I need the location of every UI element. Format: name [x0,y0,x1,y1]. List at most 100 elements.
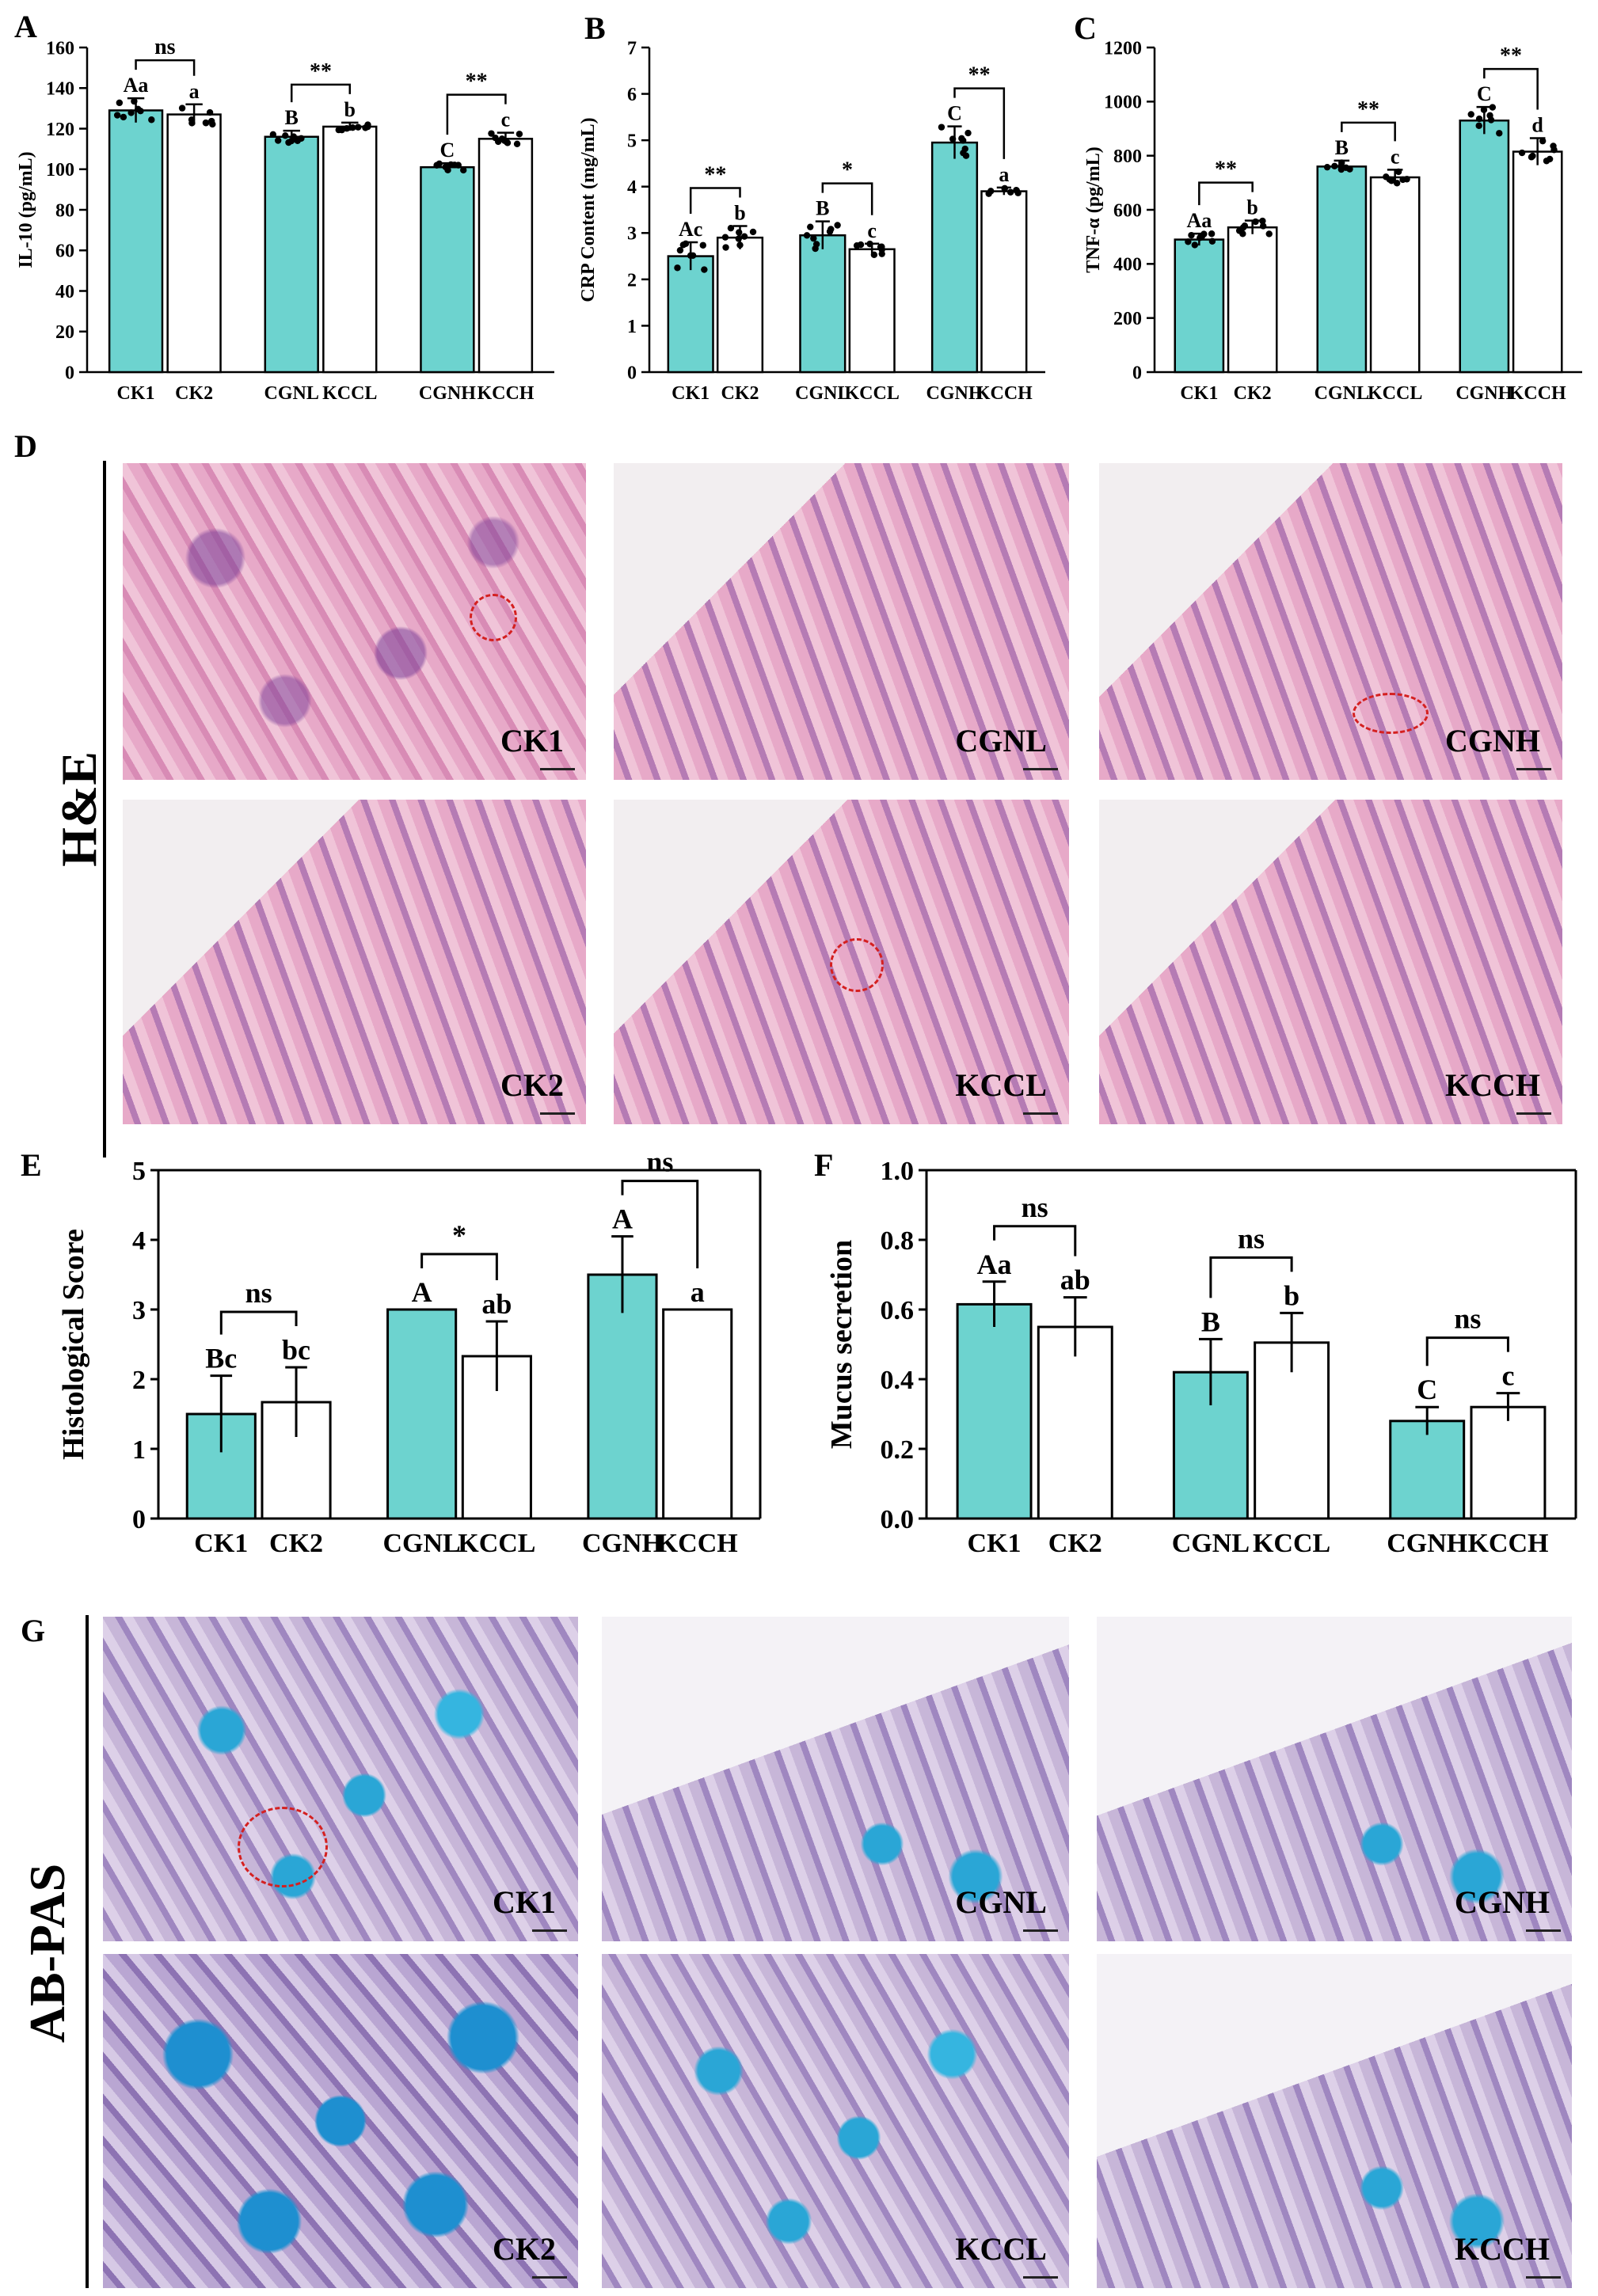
y-axis-title: CRP Content (mg/mL) [578,117,599,302]
x-tick-label: CGNH [926,383,984,404]
comparison-bracket [1483,67,1539,110]
abpas-image-kcch: KCCH [1097,1954,1572,2288]
data-point [501,137,508,144]
comparison-label: * [452,1219,466,1251]
x-tick-label: CGNH [1455,383,1512,404]
comparison-bracket [290,83,352,103]
y-tick-label: 0.8 [881,1226,915,1256]
data-point [1475,115,1483,123]
data-point [1001,184,1008,192]
significance-letter: c [501,108,511,131]
comparison-label: ** [1215,158,1237,182]
highlight-circle [470,594,517,641]
highlight-circle [830,938,884,992]
data-point [274,137,282,144]
significance-letter: C [1417,1374,1437,1405]
y-tick-label: 5 [627,131,637,152]
y-axis-title: IL-10 (pg/mL) [16,151,36,268]
data-point [807,223,814,230]
x-tick-label: KCCH [477,383,534,404]
data-point [206,108,214,116]
data-point [362,124,369,131]
bar [848,248,896,374]
scale-bar [532,1929,567,1932]
y-tick-label: 400 [1113,255,1142,276]
scale-bar [540,768,575,770]
abpas-side-label: AB-PAS [19,1863,75,2043]
scale-bar [1023,1929,1058,1932]
significance-letter: B [816,197,829,220]
data-point [120,113,127,121]
significance-letter: C [1477,82,1492,105]
x-tick-label: CGNH [1387,1529,1467,1558]
y-tick-label: 4 [627,177,637,198]
data-point [294,137,301,144]
y-tick-label: 40 [55,282,74,302]
data-point [749,228,757,236]
data-point [1331,162,1338,169]
he-image-ck1: CK1 [123,463,586,780]
y-axis-title: Mucus secretion [825,1240,858,1449]
data-point [1393,180,1401,187]
significance-letter: B [1201,1306,1220,1337]
data-point [803,232,811,239]
bar [386,1308,458,1520]
y-tick-label: 5 [132,1157,146,1186]
he-tag-kcch: KCCH [1445,1067,1540,1103]
data-point [727,224,735,232]
data-point [131,97,138,105]
bar [587,1273,658,1520]
data-point [1185,238,1192,245]
data-point [701,266,708,273]
y-tick-label: 3 [627,224,637,245]
comparison-label: ** [1357,97,1379,122]
data-point [488,130,495,137]
abpas-tag-cgnh: CGNH [1455,1884,1550,1920]
chart-tnf: 0 200 400 600 800 1000 1200 TNF-α (pg/mL) Aa CK1 b… [1083,38,1582,404]
abpas-image-ck1: CK1 [103,1617,578,1941]
significance-letter: b [1246,196,1257,219]
data-point [1383,173,1390,181]
panel-label-e: E [21,1147,42,1183]
comparison-label: * [842,158,853,183]
data-point [1475,122,1482,129]
x-tick-label: CK2 [269,1529,323,1558]
data-point [436,160,443,168]
abpas-tag-ck2: CK2 [493,2231,556,2267]
data-point [1480,106,1488,113]
data-point [444,166,451,174]
bar [322,125,378,374]
he-image-kcch: KCCH [1099,800,1562,1124]
data-point [949,135,957,143]
y-tick-label: 6 [627,85,637,105]
comparison-label: ns [245,1277,272,1309]
y-tick-label: 0 [65,363,74,383]
panel-label-c: C [1074,10,1097,46]
comparison-bracket [1198,181,1254,206]
y-tick-label: 0.4 [881,1366,915,1395]
y-tick-label: 100 [46,160,74,181]
data-point [127,109,135,116]
y-tick-label: 4 [132,1226,146,1256]
panel-label-d: D [14,428,37,464]
data-point [676,246,684,254]
data-point [1323,163,1331,171]
bar [716,236,764,374]
y-tick-label: 2 [627,270,637,291]
significance-letter: Aa [977,1249,1012,1280]
y-tick-label: 1000 [1104,93,1142,113]
comparison-label: ns [1454,1303,1481,1335]
data-point [736,241,744,249]
x-tick-label: CK1 [117,383,155,404]
data-point [1188,231,1195,239]
highlight-circle [238,1807,328,1887]
data-point [682,240,690,247]
he-side-label: H&E [51,751,107,867]
data-point [699,241,706,249]
x-tick-label: CGNL [264,383,319,404]
significance-letter: Ac [679,218,702,241]
bar [1316,165,1368,374]
he-tag-kccl: KCCL [955,1067,1047,1103]
abpas-tag-ck1: CK1 [493,1884,556,1920]
data-point [113,112,121,119]
